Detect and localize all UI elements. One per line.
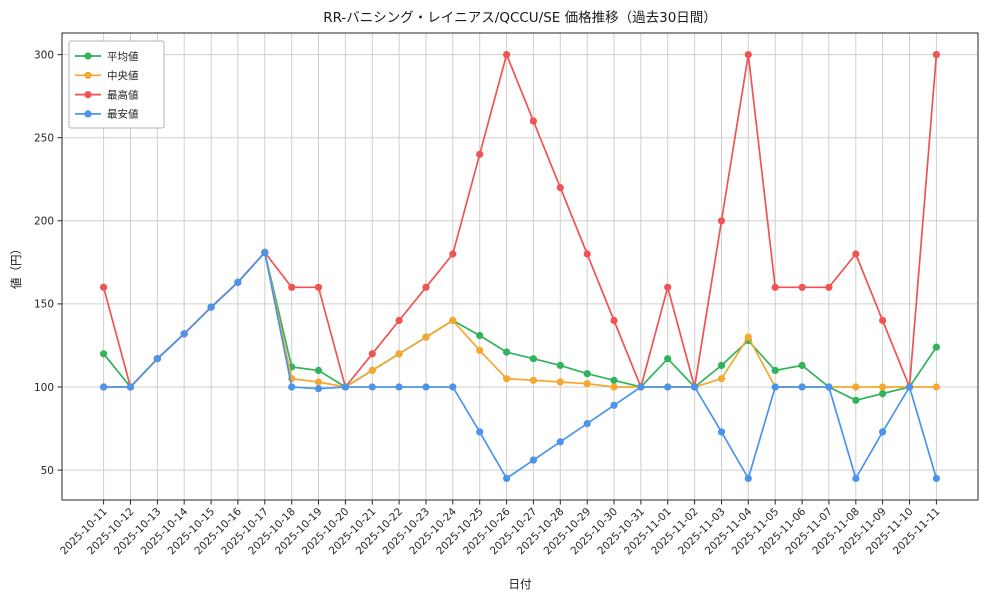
y-tick-label: 50 (41, 465, 54, 477)
legend-label: 平均値 (107, 50, 139, 63)
legend-item-min: 最安値 (75, 108, 139, 121)
y-axis: 50 100 150 200 250 300 (34, 49, 62, 477)
plot-area: 2025-10-112025-10-122025-10-132025-10-14… (34, 32, 979, 557)
y-tick-label: 250 (34, 133, 54, 145)
y-tick-label: 150 (34, 299, 54, 311)
series-min-markers (100, 248, 941, 482)
legend-item-median: 中央値 (75, 69, 139, 82)
legend-label: 最高値 (107, 88, 139, 101)
y-tick-label: 200 (34, 216, 54, 228)
axes-frame (61, 32, 979, 501)
legend-item-average: 平均値 (75, 50, 139, 63)
series-average-markers (100, 248, 941, 404)
x-axis: 2025-10-112025-10-122025-10-132025-10-14… (58, 500, 943, 557)
series-median-line (103, 250, 937, 388)
y-tick-label: 100 (34, 382, 54, 394)
series-median-markers (100, 248, 941, 391)
series-max-markers (100, 51, 941, 391)
series-min-line (103, 250, 938, 481)
x-axis-title: 日付 (509, 577, 532, 591)
legend-label: 最安値 (107, 108, 139, 121)
chart-title: RR-バニシング・レイニアス/QCCU/SE 価格推移（過去30日間） (323, 10, 717, 26)
series-average-line (102, 250, 938, 402)
y-tick-label: 300 (34, 49, 54, 61)
legend-item-max: 最高値 (75, 88, 139, 101)
legend-label: 中央値 (107, 69, 139, 82)
grid (62, 33, 978, 500)
y-axis-title: 値（円） (9, 243, 23, 289)
